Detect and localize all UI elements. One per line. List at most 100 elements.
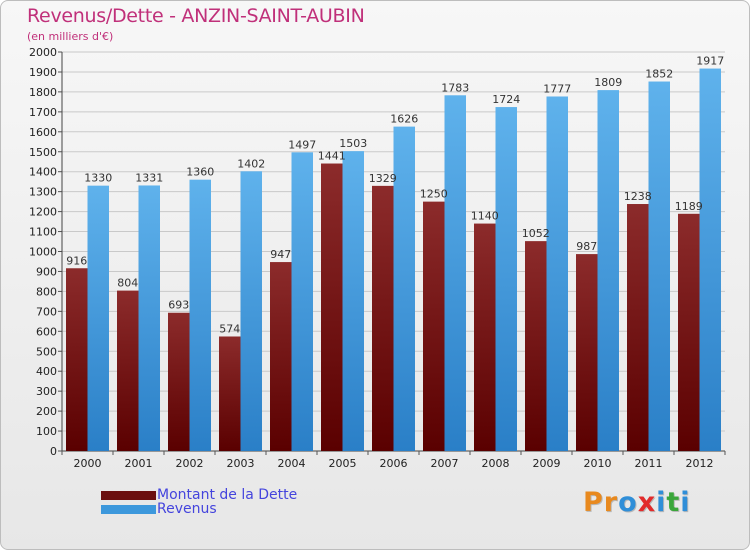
y-tick-label: 1300 (29, 186, 57, 199)
y-tick-label: 1000 (29, 246, 57, 259)
debt-data-label: 947 (270, 248, 291, 261)
y-tick-label: 1400 (29, 166, 57, 179)
debt-bar (678, 213, 700, 451)
revenue-bar (342, 151, 364, 452)
logo-letter: r (603, 487, 619, 518)
revenue-bar (138, 185, 160, 451)
debt-data-label: 1052 (522, 227, 550, 240)
revenue-bar (648, 81, 670, 451)
chart-title: Revenus/Dette - ANZIN-SAINT-AUBIN (27, 5, 365, 27)
revenue-data-label: 1852 (645, 68, 673, 81)
revenue-bar (546, 96, 568, 452)
y-tick-label: 1700 (29, 106, 57, 119)
debt-data-label: 1189 (675, 200, 703, 213)
x-tick-label: 2007 (431, 457, 459, 470)
legend-label-debt: Montant de la Dette (157, 487, 298, 503)
y-tick-label: 200 (36, 405, 57, 418)
x-tick-label: 2004 (278, 457, 306, 470)
x-tick-label: 2001 (125, 457, 153, 470)
y-tick-label: 100 (36, 425, 57, 438)
logo-letter: i (680, 487, 691, 518)
revenue-data-label: 1402 (237, 157, 265, 170)
revenue-bar (699, 68, 721, 451)
y-tick-label: 900 (36, 265, 57, 278)
chart-subtitle: (en milliers d'€) (27, 30, 114, 43)
debt-data-label: 574 (219, 322, 240, 335)
revenue-bar (189, 179, 211, 451)
revenue-data-label: 1330 (84, 172, 112, 185)
x-tick-label: 2009 (533, 457, 561, 470)
y-tick-label: 700 (36, 305, 57, 318)
debt-bar (576, 254, 598, 451)
debt-data-label: 804 (117, 277, 138, 290)
revenue-bar (393, 126, 415, 451)
revenue-bar (444, 95, 466, 451)
debt-data-label: 1238 (624, 190, 652, 203)
debt-bar (219, 336, 241, 451)
revenue-data-label: 1809 (594, 76, 622, 89)
debt-bar (117, 290, 139, 451)
x-tick-label: 2005 (329, 457, 357, 470)
revenue-bar (240, 171, 262, 451)
revenue-data-label: 1783 (441, 81, 469, 94)
revenue-bar (87, 185, 109, 452)
debt-data-label: 1329 (369, 172, 397, 185)
revenue-data-label: 1724 (492, 93, 520, 106)
proxiti-logo: Proxiti (583, 487, 691, 518)
debt-bar (270, 262, 292, 451)
x-tick-label: 2011 (635, 457, 663, 470)
debt-bar (321, 163, 343, 451)
logo-letter: t (666, 487, 681, 518)
y-tick-label: 1600 (29, 126, 57, 139)
y-tick-label: 1200 (29, 206, 57, 219)
revenue-bar (495, 107, 517, 451)
debt-bar (525, 241, 547, 451)
logo-letter: x (637, 487, 657, 518)
y-tick-label: 1100 (29, 226, 57, 239)
legend-swatch-revenue (101, 505, 156, 514)
y-tick-label: 1800 (29, 86, 57, 99)
debt-bar (66, 268, 88, 451)
x-tick-label: 2010 (584, 457, 612, 470)
debt-bar (627, 204, 649, 451)
revenue-data-label: 1331 (135, 171, 163, 184)
debt-data-label: 1441 (318, 150, 346, 163)
legend-label-revenue: Revenus (157, 501, 217, 517)
revenue-bar (291, 152, 313, 451)
debt-data-label: 693 (168, 299, 189, 312)
debt-bar (168, 312, 190, 451)
debt-bar (474, 223, 496, 451)
revenue-data-label: 1626 (390, 113, 418, 126)
logo-letter: P (583, 487, 604, 518)
revenue-data-label: 1503 (339, 137, 367, 150)
y-tick-label: 1900 (29, 66, 57, 79)
revenue-data-label: 1777 (543, 82, 571, 95)
x-tick-label: 2006 (380, 457, 408, 470)
logo-letter: o (618, 487, 638, 518)
y-tick-label: 500 (36, 345, 57, 358)
x-tick-label: 2002 (176, 457, 204, 470)
revenue-data-label: 1917 (696, 55, 724, 68)
logo-letter: i (656, 487, 667, 518)
y-tick-label: 300 (36, 385, 57, 398)
y-tick-label: 400 (36, 365, 57, 378)
debt-data-label: 1250 (420, 188, 448, 201)
debt-data-label: 1140 (471, 210, 499, 223)
y-tick-label: 1500 (29, 146, 57, 159)
y-tick-label: 600 (36, 325, 57, 338)
debt-bar (423, 201, 445, 451)
y-tick-label: 2000 (29, 46, 57, 59)
revenue-bar (597, 90, 619, 452)
debt-data-label: 916 (66, 254, 87, 267)
y-tick-label: 800 (36, 285, 57, 298)
debt-bar (372, 185, 394, 451)
legend-swatch-debt (101, 491, 156, 500)
revenue-data-label: 1360 (186, 166, 214, 179)
x-tick-label: 2000 (74, 457, 102, 470)
x-tick-label: 2008 (482, 457, 510, 470)
x-tick-label: 2003 (227, 457, 255, 470)
revenue-data-label: 1497 (288, 138, 316, 151)
x-tick-label: 2012 (686, 457, 714, 470)
